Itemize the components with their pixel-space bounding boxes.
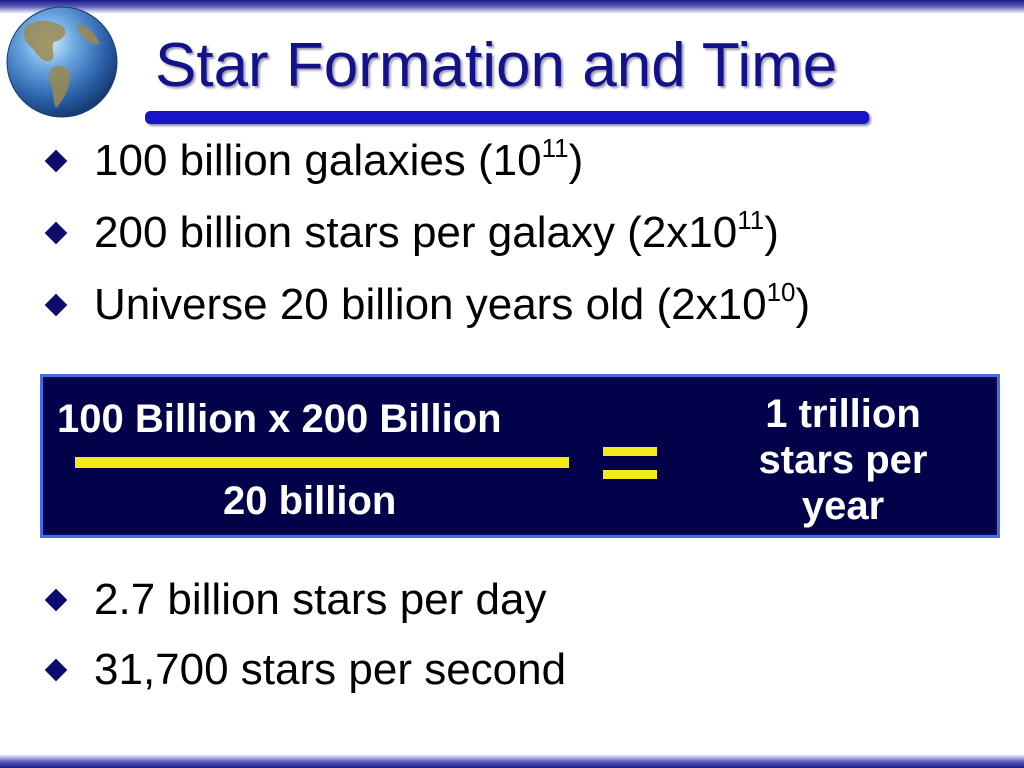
bullet-item: 200 billion stars per galaxy (2x1011): [44, 205, 779, 258]
bullet-text: 31,700 stars per second: [94, 645, 567, 694]
equation-denominator: 20 billion: [223, 479, 397, 523]
exponent: 10: [766, 277, 796, 307]
exponent: 11: [541, 133, 569, 163]
bullet-item: 31,700 stars per second: [44, 645, 567, 695]
diamond-bullet-icon: [44, 149, 68, 173]
equation-box: 100 Billion x 200 Billion 20 billion 1 t…: [40, 374, 1000, 538]
globe-icon: [6, 6, 118, 118]
diamond-bullet-icon: [44, 221, 68, 245]
bullet-text: 2.7 billion stars per day: [94, 575, 547, 624]
diamond-bullet-icon: [44, 658, 68, 682]
exponent: 11: [737, 205, 765, 235]
top-border-band: [0, 0, 1024, 14]
bullet-item: 100 billion galaxies (1011): [44, 133, 584, 186]
bottom-border-band: [0, 754, 1024, 768]
equals-sign-icon: [603, 447, 657, 493]
bullet-text: Universe 20 billion years old (2x1010): [94, 277, 811, 329]
diamond-bullet-icon: [44, 588, 68, 612]
bullet-text: 200 billion stars per galaxy (2x1011): [94, 205, 779, 257]
fraction-bar: [75, 457, 569, 468]
equation-numerator: 100 Billion x 200 Billion: [57, 397, 502, 441]
equation-result: 1 trillion stars per year: [758, 392, 928, 528]
title-underline: [145, 111, 869, 124]
bullet-text: 100 billion galaxies (1011): [94, 133, 584, 185]
slide-title: Star Formation and Time: [155, 31, 838, 100]
bullet-item: Universe 20 billion years old (2x1010): [44, 277, 811, 330]
bullet-item: 2.7 billion stars per day: [44, 575, 547, 625]
diamond-bullet-icon: [44, 293, 68, 317]
